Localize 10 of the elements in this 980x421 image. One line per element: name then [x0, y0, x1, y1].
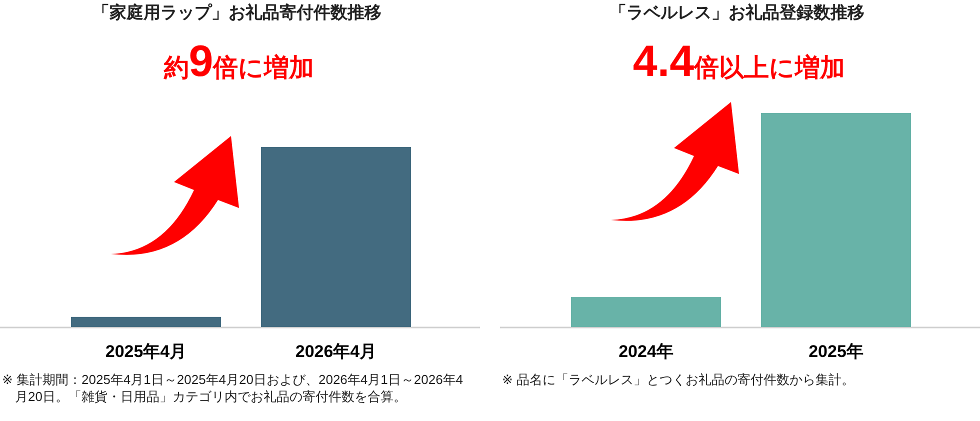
category-label: 2025年4月 [105, 342, 187, 361]
category-label: 2024年 [618, 342, 674, 361]
annotation: 約9倍に増加 [164, 37, 314, 86]
annotation: ※ 品名に「ラベルレス」とつくお礼品の寄付件数から集計。 [502, 372, 856, 388]
title: 「家庭用ラップ」お礼品寄付件数推移 [92, 3, 382, 22]
category-label: 2026年4月 [295, 342, 377, 361]
title: 「ラベルレス」お礼品登録数推移 [610, 3, 864, 22]
annotation: 4.4倍以上に増加 [632, 37, 846, 86]
annotation: ※ 集計期間：2025年4月1日～2025年4月20日および、2026年4月1日～2026年4月20日。「雑貨・日用品」カテゴリ内でお礼品の寄付件数を合算。 [2, 372, 464, 405]
category-label: 2025年 [808, 342, 864, 361]
